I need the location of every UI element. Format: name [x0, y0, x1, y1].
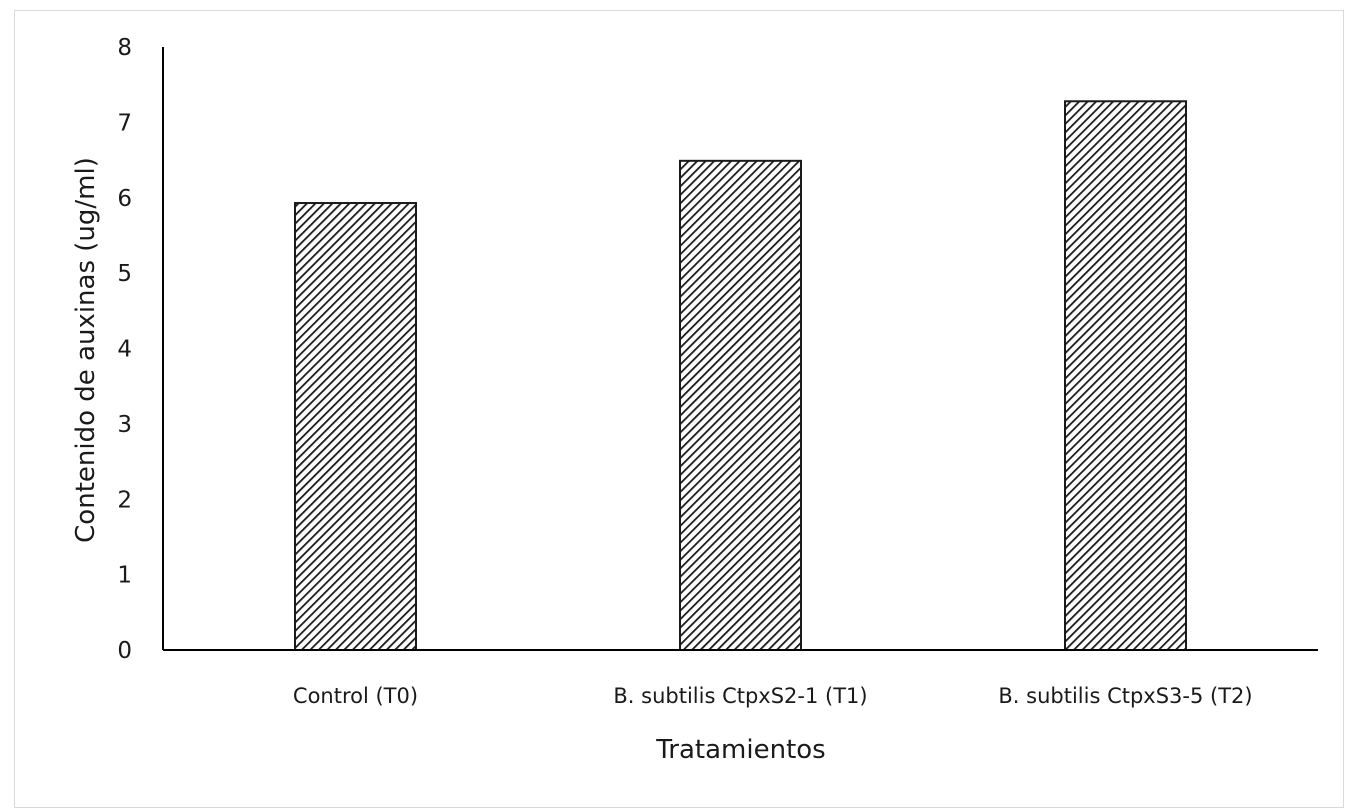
- y-axis-ticks: 0 1 2 3 4 5 6 7 8: [117, 35, 132, 664]
- bars: [294, 100, 1187, 651]
- y-tick-label: 3: [117, 412, 132, 438]
- y-tick-label: 1: [117, 563, 132, 589]
- x-category-label: Control (T0): [293, 684, 418, 708]
- bar: [1064, 100, 1187, 651]
- y-tick-label: 7: [117, 110, 132, 136]
- y-tick-label: 6: [117, 186, 132, 212]
- y-tick-label: 4: [117, 337, 132, 363]
- x-axis-title: Tratamientos: [655, 735, 825, 765]
- bar: [294, 202, 417, 651]
- y-tick-label: 8: [117, 35, 132, 61]
- y-tick-label: 2: [117, 487, 132, 513]
- y-tick-label: 5: [117, 261, 132, 287]
- x-category-label: B. subtilis CtpxS2-1 (T1): [613, 684, 867, 708]
- bar: [679, 159, 802, 651]
- y-tick-label: 0: [117, 638, 132, 664]
- x-category-label: B. subtilis CtpxS3-5 (T2): [998, 684, 1252, 708]
- y-axis-title: Contenido de auxinas (ug/ml): [71, 157, 101, 543]
- x-axis-labels: Control (T0) B. subtilis CtpxS2-1 (T1) B. …: [293, 684, 1253, 708]
